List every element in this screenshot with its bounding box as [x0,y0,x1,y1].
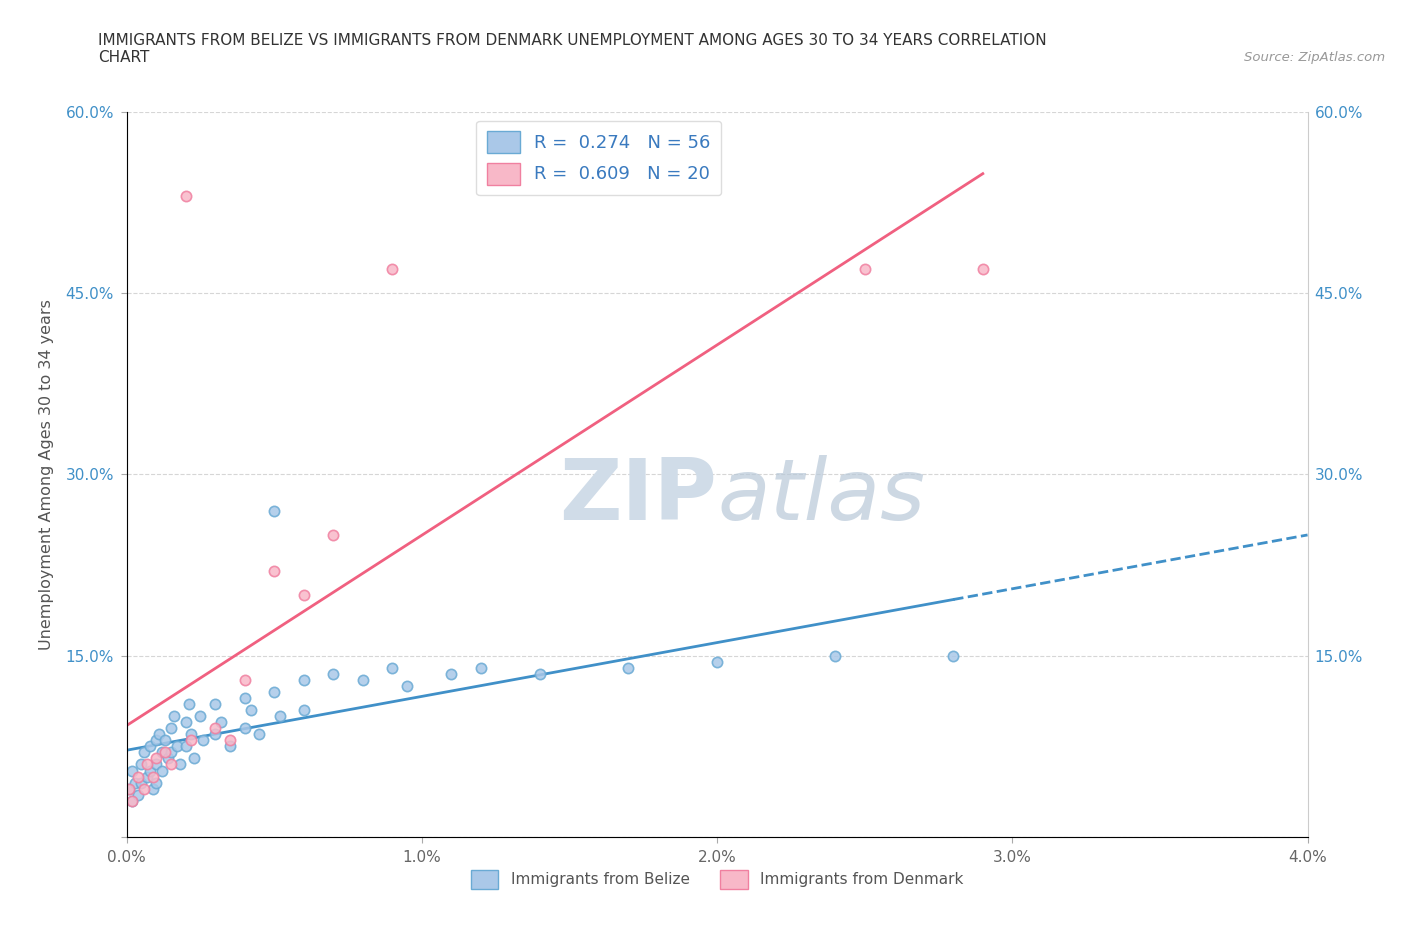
Text: ZIP: ZIP [560,455,717,538]
Point [183,751,205,766]
Point [174,714,197,729]
Point [239,703,262,718]
Point [174,738,197,753]
Point [233,672,256,687]
Point [263,503,285,518]
Point [124,776,146,790]
Point [824,648,846,663]
Point [156,751,179,766]
Text: atlas: atlas [717,455,925,538]
Point [322,666,344,681]
Point [249,727,271,742]
Point [136,769,159,784]
Point [177,697,200,711]
Point [529,666,551,681]
Point [352,672,374,687]
Point [153,745,176,760]
Point [263,564,285,578]
Point [942,648,965,663]
Point [150,745,173,760]
Point [204,721,226,736]
Point [381,660,404,675]
Point [396,679,419,694]
Point [121,793,143,808]
Point [136,757,159,772]
Point [204,727,226,742]
Point [292,672,315,687]
Point [160,721,183,736]
Point [706,655,728,670]
Point [188,709,212,724]
Text: IMMIGRANTS FROM BELIZE VS IMMIGRANTS FROM DENMARK UNEMPLOYMENT AMONG AGES 30 TO : IMMIGRANTS FROM BELIZE VS IMMIGRANTS FRO… [98,33,1047,65]
Point [139,763,162,777]
Point [292,588,315,603]
Point [381,261,404,276]
Point [145,733,167,748]
Point [139,738,162,753]
Point [150,763,173,777]
Point [263,684,285,699]
Point [163,709,186,724]
Point [129,757,153,772]
Point [134,745,156,760]
Point [233,690,256,706]
Point [142,769,165,784]
Point [129,776,153,790]
Point [121,763,143,777]
Point [160,757,183,772]
Point [292,703,315,718]
Point [174,189,197,204]
Point [470,660,492,675]
Point [145,776,167,790]
Text: Source: ZipAtlas.com: Source: ZipAtlas.com [1244,51,1385,64]
Point [127,787,149,802]
Point [219,738,242,753]
Legend: Immigrants from Belize, Immigrants from Denmark: Immigrants from Belize, Immigrants from … [465,864,969,895]
Point [169,757,191,772]
Point [180,727,202,742]
Point [219,733,242,748]
Point [118,781,141,796]
Point [440,666,463,681]
Point [145,751,167,766]
Point [160,745,183,760]
Point [209,714,232,729]
Point [269,709,291,724]
Point [972,261,994,276]
Point [134,781,156,796]
Point [153,733,176,748]
Point [193,733,215,748]
Point [127,769,149,784]
Point [204,697,226,711]
Point [148,727,170,742]
Point [121,793,143,808]
Point [118,781,141,796]
Y-axis label: Unemployment Among Ages 30 to 34 years: Unemployment Among Ages 30 to 34 years [39,299,55,650]
Point [617,660,640,675]
Point [142,781,165,796]
Point [853,261,876,276]
Point [322,527,344,542]
Point [180,733,202,748]
Point [233,721,256,736]
Point [145,757,167,772]
Point [166,738,188,753]
